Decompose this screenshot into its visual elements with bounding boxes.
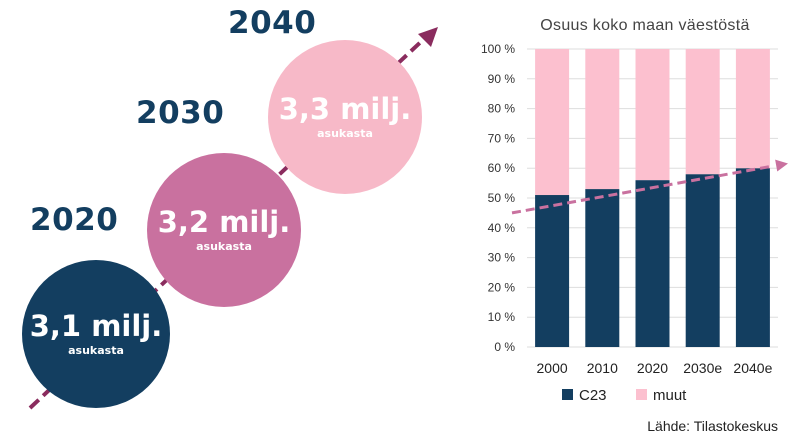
population-circle-2030: 3,2 milj. asukasta	[147, 153, 301, 307]
population-value-2030: 3,2 milj.	[157, 204, 291, 239]
legend-label-muut: muut	[653, 387, 687, 404]
bar-muut-2010	[585, 49, 620, 190]
legend-swatch-c23	[562, 389, 573, 400]
bar-muut-2040e	[735, 49, 770, 169]
year-label-2040: 2040	[228, 5, 317, 41]
y-tick-label: 0 %	[494, 340, 515, 354]
bar-muut-2030e	[685, 49, 720, 175]
bar-c23-2040e	[735, 168, 770, 347]
population-circle-2040: 3,3 milj. asukasta	[268, 40, 422, 194]
population-unit-2040: asukasta	[317, 126, 373, 140]
bar-c23-2020	[635, 180, 670, 347]
population-circle-2020: 3,1 milj. asukasta	[22, 260, 170, 408]
bar-c23-2010	[585, 189, 620, 347]
x-tick-label: 2040e	[733, 360, 772, 376]
x-tick-label: 2000	[537, 360, 568, 376]
y-tick-label: 30 %	[488, 251, 516, 265]
x-tick-label: 2030e	[683, 360, 722, 376]
year-label-2020: 2020	[30, 202, 119, 238]
x-tick-label: 2010	[587, 360, 618, 376]
trend-line	[511, 164, 773, 215]
bar-muut-2020	[635, 49, 670, 181]
y-tick-label: 100 %	[481, 42, 515, 56]
y-tick-label: 10 %	[488, 310, 516, 324]
population-value-2020: 3,1 milj.	[29, 308, 163, 343]
source-note: Lähde: Tilastokeskus	[647, 418, 778, 434]
year-label-2030: 2030	[136, 95, 225, 131]
y-tick-label: 70 %	[488, 131, 516, 145]
population-unit-2030: asukasta	[196, 239, 252, 253]
y-tick-label: 90 %	[488, 72, 516, 86]
y-tick-label: 50 %	[488, 191, 516, 205]
bar-muut-2000	[535, 49, 570, 196]
y-tick-label: 40 %	[488, 221, 516, 235]
legend-swatch-muut	[636, 389, 647, 400]
y-tick-label: 80 %	[488, 102, 516, 116]
y-tick-label: 60 %	[488, 161, 516, 175]
x-tick-label: 2020	[637, 360, 668, 376]
growth-arrow-head	[418, 27, 438, 47]
chart-title: Osuus koko maan väestöstä	[540, 17, 750, 34]
population-value-2040: 3,3 milj.	[278, 91, 412, 126]
trend-arrow-head	[775, 159, 788, 172]
population-unit-2020: asukasta	[68, 343, 124, 357]
y-tick-label: 20 %	[488, 280, 516, 294]
bar-c23-2030e	[685, 174, 720, 347]
bar-c23-2000	[535, 195, 570, 347]
legend-label-c23: C23	[579, 387, 607, 404]
